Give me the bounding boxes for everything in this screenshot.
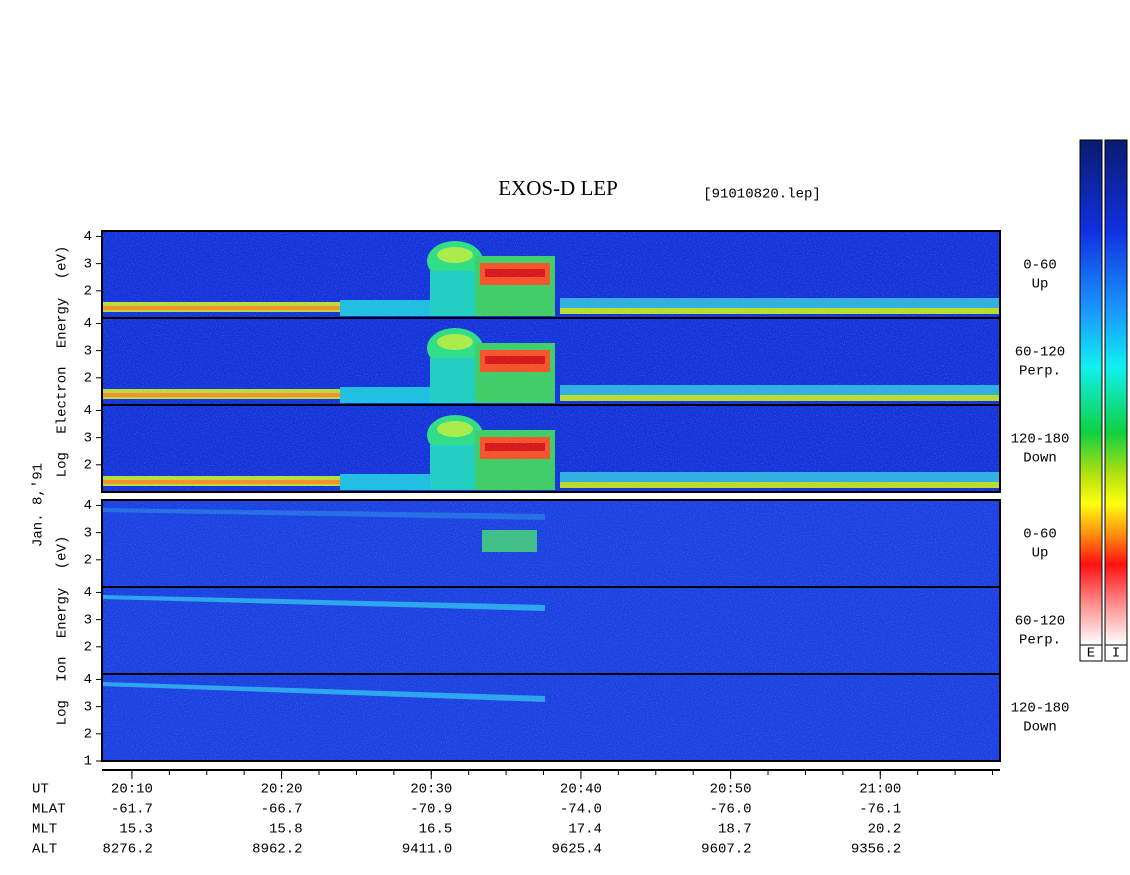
orbit-value: 9356.2 (851, 842, 901, 858)
x-tick-label: 21:00 (859, 782, 901, 798)
orbit-value: 20.2 (868, 822, 902, 838)
orbit-value: 8962.2 (252, 842, 302, 858)
y-tick-label: 4 (84, 672, 92, 688)
orbit-value: -61.7 (111, 802, 153, 818)
spectrogram-noise (102, 405, 1000, 492)
x-tick-label: 20:40 (560, 782, 602, 798)
panel-angle: 0-60 (1023, 527, 1057, 543)
spectrogram-noise (102, 674, 1000, 761)
panel-frame (101, 404, 1001, 493)
colorbar-label: I (1112, 646, 1120, 662)
orbit-value: -76.1 (859, 802, 901, 818)
y-tick-label: 3 (84, 343, 92, 359)
group-label: Log Electron Energy (eV) (55, 246, 71, 478)
date-label: Jan. 8,'91 (31, 463, 47, 547)
panel-direction: Perp. (1019, 633, 1061, 649)
x-tick-label: 20:10 (111, 782, 153, 798)
y-tick-label: 2 (84, 371, 92, 387)
panel-direction: Down (1023, 720, 1057, 736)
y-tick-label: 2 (84, 640, 92, 656)
orbit-value: 15.8 (269, 822, 303, 838)
colorbar-box (1079, 644, 1103, 662)
y-tick-label: 2 (84, 458, 92, 474)
orbit-value: 9607.2 (701, 842, 751, 858)
colorbar-box (1104, 644, 1128, 662)
panel-angle: 60-120 (1015, 345, 1065, 361)
orbit-row-label: MLT (32, 822, 57, 838)
y-tick-label: 3 (84, 430, 92, 446)
x-tick-label: 20:30 (410, 782, 452, 798)
orbit-value: -76.0 (710, 802, 752, 818)
colorbar-label: E (1087, 646, 1095, 662)
orbit-value: -74.0 (560, 802, 602, 818)
y-tick-label: 4 (84, 403, 92, 419)
panel-direction: Down (1023, 451, 1057, 467)
orbit-value: 8276.2 (103, 842, 153, 858)
orbit-value: -70.9 (410, 802, 452, 818)
spectrogram-noise (102, 500, 1000, 587)
y-tick-label: 4 (84, 316, 92, 332)
orbit-value: 15.3 (119, 822, 153, 838)
y-tick-label: 1 (84, 754, 92, 770)
time-label: UT (32, 782, 49, 798)
spectrogram-noise (102, 318, 1000, 405)
colorbar-i (1104, 139, 1128, 646)
orbit-value: 9411.0 (402, 842, 452, 858)
panel-direction: Up (1032, 277, 1049, 293)
y-tick-label: 3 (84, 612, 92, 628)
orbit-value: -66.7 (261, 802, 303, 818)
y-tick-label: 3 (84, 525, 92, 541)
x-tick-label: 20:20 (261, 782, 303, 798)
orbit-row-label: ALT (32, 842, 57, 858)
y-tick-label: 2 (84, 284, 92, 300)
group-label: Log Ion Energy (eV) (55, 536, 71, 726)
y-tick-label: 4 (84, 585, 92, 601)
orbit-value: 9625.4 (552, 842, 602, 858)
colorbar: E I (1079, 139, 1128, 662)
panel-angle: 120-180 (1011, 701, 1070, 717)
chart-title: EXOS-D LEP (498, 176, 618, 200)
y-tick-label: 4 (84, 229, 92, 245)
y-tick-label: 2 (84, 727, 92, 743)
orbit-row-label: MLAT (32, 802, 66, 818)
panel-direction: Up (1032, 546, 1049, 562)
y-tick-label: 2 (84, 553, 92, 569)
y-tick-label: 3 (84, 699, 92, 715)
spectrogram-noise (102, 587, 1000, 674)
panel-angle: 120-180 (1011, 432, 1070, 448)
y-tick-label: 4 (84, 498, 92, 514)
orbit-value: 17.4 (568, 822, 602, 838)
panel-frame (101, 673, 1001, 762)
y-tick-label: 3 (84, 256, 92, 272)
panel-angle: 0-60 (1023, 258, 1057, 274)
orbit-value: 16.5 (419, 822, 453, 838)
colorbar-e (1079, 139, 1103, 646)
file-name: [91010820.lep] (703, 187, 821, 203)
x-tick-label: 20:50 (710, 782, 752, 798)
panel-angle: 60-120 (1015, 614, 1065, 630)
orbit-value: 18.7 (718, 822, 752, 838)
panel-direction: Perp. (1019, 364, 1061, 380)
spectrogram-noise (102, 231, 1000, 318)
